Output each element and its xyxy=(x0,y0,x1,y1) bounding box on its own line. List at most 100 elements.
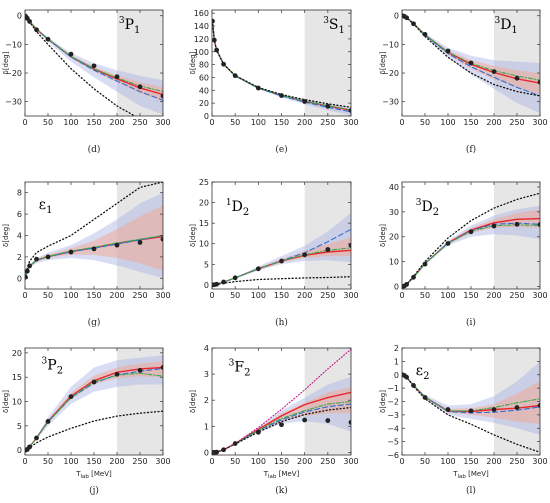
partial-wave-label: 3F2 xyxy=(229,359,251,379)
data-point xyxy=(468,60,474,66)
data-point xyxy=(68,394,74,400)
x-tick-label: 50 xyxy=(230,457,240,466)
y-tick-label: −30 xyxy=(5,98,22,107)
x-tick-label: 200 xyxy=(486,457,501,466)
x-tick-label: 150 xyxy=(463,457,478,466)
x-tick-label: 150 xyxy=(86,291,101,300)
y-axis-label: δ[deg] xyxy=(379,224,387,247)
data-point xyxy=(114,371,120,377)
panel-caption: (d) xyxy=(88,144,101,155)
x-tick-label: 100 xyxy=(440,291,455,300)
y-tick-label: 4 xyxy=(204,344,209,353)
data-point xyxy=(514,221,520,227)
x-tick-label: 100 xyxy=(63,291,78,300)
x-tick-label: 0 xyxy=(22,291,27,300)
shaded-region xyxy=(494,10,540,116)
partial-wave-label: 3D1 xyxy=(494,16,517,36)
y-tick-label: 0 xyxy=(394,283,399,292)
data-point xyxy=(137,367,143,373)
data-point xyxy=(214,449,220,455)
x-tick-label: 300 xyxy=(343,457,358,466)
data-point xyxy=(45,36,51,42)
x-tick-label: 150 xyxy=(274,118,289,127)
y-axis-label: δ[deg] xyxy=(2,390,10,413)
x-tick-label: 200 xyxy=(109,291,124,300)
data-point xyxy=(422,395,428,400)
y-tick-label: 25 xyxy=(199,178,209,187)
data-point xyxy=(137,84,143,90)
y-tick-label: 0 xyxy=(394,12,399,21)
data-point xyxy=(25,274,28,280)
data-point xyxy=(212,18,215,24)
y-tick-label: 10 xyxy=(199,240,209,249)
band-blue-band xyxy=(25,355,163,451)
data-point xyxy=(468,229,474,235)
data-point xyxy=(34,435,39,441)
panel-g: 0 50 100 150 200 250 300 0 2 4 6 8 δ[deg] ε1 (g) xyxy=(2,181,171,328)
y-tick-label: 160 xyxy=(194,9,209,18)
y-tick-label: 0 xyxy=(17,12,22,21)
y-tick-label: 0 xyxy=(204,112,209,121)
y-axis-label: δ[deg] xyxy=(189,390,197,413)
x-tick-label: 300 xyxy=(343,291,358,300)
data-point xyxy=(514,75,520,81)
x-tick-label: 0 xyxy=(399,457,404,466)
x-axis-label: Tlab [MeV] xyxy=(452,470,489,480)
shaded-region xyxy=(304,182,351,289)
data-point xyxy=(279,93,284,98)
y-tick-label: 15 xyxy=(12,373,22,382)
data-point xyxy=(302,417,308,423)
y-tick-label: −4 xyxy=(387,424,399,433)
x-tick-label: 250 xyxy=(320,118,335,127)
x-tick-label: 0 xyxy=(399,291,404,300)
x-tick-label: 300 xyxy=(532,291,547,300)
data-point xyxy=(422,261,428,267)
data-point xyxy=(348,108,351,113)
x-tick-label: 0 xyxy=(209,291,214,300)
y-tick-label: 6 xyxy=(17,210,22,219)
x-tick-label: 100 xyxy=(251,118,266,127)
plot-area xyxy=(25,10,163,116)
x-tick-label: 250 xyxy=(509,291,524,300)
panel-caption: (j) xyxy=(89,485,99,496)
x-tick-label: 0 xyxy=(399,118,404,127)
partial-wave-label: ε1 xyxy=(39,197,53,216)
data-point xyxy=(91,63,97,69)
y-tick-label: 1 xyxy=(394,357,399,366)
x-tick-label: 50 xyxy=(230,291,240,300)
y-tick-label: −10 xyxy=(382,40,399,49)
data-point xyxy=(25,268,30,274)
data-point xyxy=(160,236,163,242)
y-tick-label: 10 xyxy=(12,398,22,407)
y-tick-label: 20 xyxy=(389,233,399,242)
x-tick-label: 200 xyxy=(109,118,124,127)
panel-caption: (k) xyxy=(275,485,287,496)
data-point xyxy=(404,281,409,287)
y-tick-label: 0 xyxy=(204,281,209,290)
data-point xyxy=(491,223,497,229)
x-tick-label: 100 xyxy=(251,291,266,300)
y-tick-label: 8 xyxy=(17,189,22,198)
data-point xyxy=(27,444,32,450)
x-tick-label: 100 xyxy=(63,457,78,466)
y-tick-label: 30 xyxy=(389,208,399,217)
x-tick-label: 50 xyxy=(230,118,240,127)
shaded-region xyxy=(304,10,351,116)
x-tick-label: 100 xyxy=(63,118,78,127)
x-tick-label: 250 xyxy=(320,291,335,300)
x-tick-label: 250 xyxy=(132,118,147,127)
y-axis-label: δ[deg] xyxy=(2,51,10,74)
data-point xyxy=(411,383,416,388)
plot-area xyxy=(212,348,351,455)
data-point xyxy=(537,79,540,85)
band-red-band xyxy=(25,205,163,278)
y-tick-label: −5 xyxy=(387,438,399,447)
x-tick-label: 50 xyxy=(43,291,53,300)
y-tick-label: 40 xyxy=(199,86,209,95)
x-tick-label: 150 xyxy=(274,457,289,466)
x-tick-label: 150 xyxy=(274,291,289,300)
x-tick-label: 200 xyxy=(109,457,124,466)
band-red-band xyxy=(25,15,163,102)
curve-black-dotted-line xyxy=(25,410,163,451)
